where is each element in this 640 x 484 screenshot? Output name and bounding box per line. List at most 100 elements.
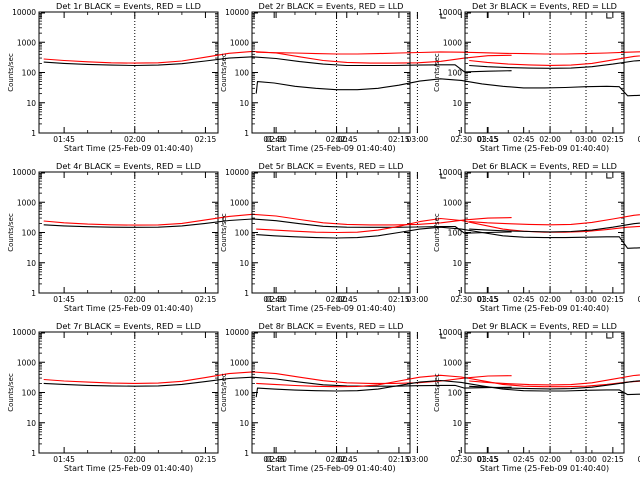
series-line-events — [255, 78, 640, 97]
corner-marker-left — [466, 332, 471, 338]
panel-title: Det 5r BLACK = Events, RED = LLD — [259, 161, 404, 171]
y-tick-label: 1000 — [443, 358, 462, 367]
x-axis-label: Start Time (25-Feb-09 01:40:40) — [480, 144, 609, 153]
corner-marker-left — [466, 12, 471, 18]
x-tick-label: 02:45 — [336, 455, 358, 464]
y-tick-label: 100 — [448, 229, 463, 238]
series-line-events — [43, 56, 512, 73]
series-line-events — [469, 222, 640, 233]
x-tick-label: 01:45 — [263, 135, 285, 144]
panel-det-4: Det 4r BLACK = Events, RED = LLD11010010… — [7, 161, 512, 313]
plot-frame — [464, 11, 625, 134]
x-tick-label: 03:15 — [477, 295, 499, 304]
y-tick-label: 10 — [26, 259, 36, 268]
x-tick-label: 03:15 — [477, 135, 499, 144]
x-tick-label: 03:00 — [575, 135, 597, 144]
y-tick-label: 10000 — [12, 168, 36, 177]
x-tick-label: 02:15 — [195, 135, 217, 144]
x-tick-label: 03:15 — [477, 455, 499, 464]
corner-marker-left — [253, 172, 258, 178]
x-axis-label: Start Time (25-Feb-09 01:40:40) — [64, 144, 193, 153]
y-tick-label: 1 — [244, 449, 249, 458]
x-tick-label: 02:45 — [513, 295, 535, 304]
series-line-events — [255, 379, 640, 398]
x-axis-label: Start Time (25-Feb-09 01:40:40) — [266, 464, 395, 473]
panel-title: Det 9r BLACK = Events, RED = LLD — [472, 321, 617, 331]
series-line-events — [43, 218, 512, 234]
x-tick-label: 03:00 — [575, 295, 597, 304]
y-tick-label: 10 — [239, 419, 249, 428]
plot-frame — [251, 11, 411, 134]
x-tick-label: 01:45 — [53, 455, 75, 464]
plot-frame — [251, 331, 411, 454]
y-tick-label: 100 — [235, 389, 250, 398]
y-tick-label: 1 — [244, 289, 249, 298]
y-tick-label: 1000 — [230, 358, 249, 367]
x-tick-label: 02:30 — [265, 135, 287, 144]
y-tick-label: 100 — [235, 69, 250, 78]
y-axis-label: Counts/sec — [7, 213, 15, 252]
panel-title: Det 3r BLACK = Events, RED = LLD — [472, 1, 617, 11]
x-tick-label: 03:15 — [638, 295, 640, 304]
x-tick-label: 03:00 — [575, 455, 597, 464]
x-tick-label: 01:45 — [53, 135, 75, 144]
corner-marker-right — [440, 173, 446, 179]
series-line-lld — [256, 374, 640, 388]
y-tick-label: 1000 — [443, 38, 462, 47]
panel-det-9: Det 9r BLACK = Events, RED = LLD 1 10 100 10… — [433, 321, 640, 473]
y-axis-label: Counts/sec — [220, 53, 228, 92]
x-tick-label: 02:00 — [539, 295, 561, 304]
y-tick-label: 10 — [452, 419, 462, 428]
y-tick-label: 10000 — [225, 328, 249, 337]
y-tick-label: 100 — [235, 229, 250, 238]
series-line-lld — [256, 51, 640, 55]
x-tick-label: 02:15 — [388, 455, 410, 464]
x-tick-label: 02:15 — [195, 455, 217, 464]
y-tick-label: 1 — [457, 289, 462, 298]
y-tick-label: 1000 — [443, 198, 462, 207]
corner-marker-left — [466, 172, 471, 178]
y-tick-label: 10 — [452, 259, 462, 268]
panel-det-5: Det 5r BLACK = Events, RED = LLD11010010… — [220, 161, 640, 313]
x-tick-label: 02:15 — [388, 295, 410, 304]
y-tick-label: 10000 — [12, 328, 36, 337]
y-tick-label: 1000 — [230, 38, 249, 47]
corner-marker-left — [40, 12, 45, 18]
plot-frame — [38, 11, 219, 134]
panel-title: Det 1r BLACK = Events, RED = LLD — [56, 1, 201, 11]
corner-marker-left — [40, 172, 45, 178]
corner-marker-left — [253, 332, 258, 338]
series-line-lld — [469, 55, 640, 66]
x-tick-label: 02:00 — [326, 295, 348, 304]
panel-title: Det 8r BLACK = Events, RED = LLD — [259, 321, 404, 331]
panel-det-6: Det 6r BLACK = Events, RED = LLD 1 10 100 10… — [433, 161, 640, 313]
series-line-lld — [43, 371, 512, 384]
series-line-events — [43, 376, 512, 389]
panel-title: Det 4r BLACK = Events, RED = LLD — [56, 161, 201, 171]
x-tick-label: 02:30 — [450, 455, 472, 464]
x-tick-label: 02:15 — [388, 135, 410, 144]
corner-marker-right — [440, 13, 446, 19]
x-tick-label: 02:00 — [539, 455, 561, 464]
y-tick-label: 1 — [31, 289, 36, 298]
y-tick-label: 10000 — [225, 168, 249, 177]
y-tick-label: 1000 — [17, 358, 36, 367]
y-tick-label: 10 — [239, 99, 249, 108]
y-axis-label: Counts/sec — [7, 373, 15, 412]
x-tick-label: 03:00 — [407, 295, 429, 304]
series-line-lld — [469, 374, 640, 386]
plot-frame — [464, 331, 625, 454]
y-axis-label: Counts/sec — [433, 213, 441, 252]
x-tick-label: 02:00 — [539, 135, 561, 144]
y-tick-label: 1 — [31, 449, 36, 458]
x-tick-label: 03:00 — [407, 135, 429, 144]
x-tick-label: 02:30 — [265, 295, 287, 304]
x-tick-label: 01:45 — [263, 455, 285, 464]
x-axis-label: Start Time (25-Feb-09 01:40:40) — [64, 464, 193, 473]
y-tick-label: 10 — [26, 99, 36, 108]
plot-frame — [38, 331, 219, 454]
panel-det-7: Det 7r BLACK = Events, RED = LLD11010010… — [7, 321, 512, 473]
y-axis-label: Counts/sec — [220, 373, 228, 412]
panel-det-8: Det 8r BLACK = Events, RED = LLD 1 10 100 10… — [220, 321, 640, 473]
